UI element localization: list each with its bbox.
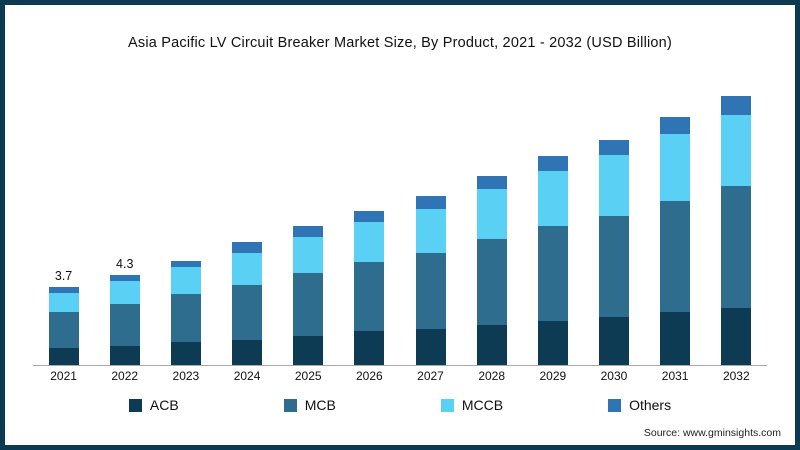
segment-mcb-2032 (721, 186, 752, 308)
segment-others-2022 (109, 275, 140, 281)
bar-2030 (586, 140, 642, 365)
segment-mcb-2028 (476, 239, 507, 325)
plot-area: 3.7 4.3 (33, 77, 767, 366)
segment-others-2028 (476, 176, 507, 189)
segment-acb-2032 (721, 308, 752, 365)
legend-label-mccb: MCCB (461, 397, 504, 413)
bar-2032 (708, 96, 764, 365)
segment-others-2030 (598, 140, 629, 155)
bar-2021: 3.7 (36, 269, 92, 365)
segment-acb-2027 (415, 329, 446, 365)
x-tick-2025: 2025 (294, 369, 322, 383)
segment-acb-2026 (354, 331, 385, 365)
x-tick-2027: 2027 (417, 369, 444, 383)
chart-title: Asia Pacific LV Circuit Breaker Market S… (128, 35, 672, 51)
x-tick-2029: 2029 (539, 369, 567, 383)
segment-mccb-2024 (232, 253, 263, 285)
legend-item-acb: ACB (128, 397, 179, 413)
segment-others-2021 (48, 287, 79, 293)
legend-item-others: Others (608, 397, 671, 413)
bar-2028 (464, 176, 520, 365)
segment-acb-2031 (660, 312, 691, 365)
segment-mcb-2022 (109, 304, 140, 346)
legend: ACB MCB MCCB Others (5, 397, 795, 413)
segment-mccb-2023 (170, 267, 201, 294)
segment-others-2024 (232, 242, 263, 253)
segment-others-2023 (170, 261, 201, 267)
segment-acb-2024 (232, 340, 263, 365)
segment-mccb-2022 (109, 281, 140, 304)
bar-2031 (647, 117, 703, 365)
segment-acb-2028 (476, 325, 507, 365)
data-label-2021: 3.7 (54, 269, 73, 283)
segment-acb-2022 (109, 346, 140, 365)
bar-2027 (403, 196, 459, 365)
x-tick-2022: 2022 (111, 369, 139, 383)
x-tick-2030: 2030 (600, 369, 628, 383)
segment-mcb-2027 (415, 253, 446, 329)
segment-mcb-2031 (660, 201, 691, 312)
segment-mcb-2025 (293, 273, 324, 336)
segment-acb-2030 (598, 317, 629, 365)
bar-2023 (158, 261, 214, 365)
segment-mccb-2026 (354, 222, 385, 262)
segment-mccb-2030 (598, 155, 629, 216)
source-text: Source: www.gminsights.com (643, 427, 781, 439)
segment-mcb-2029 (537, 226, 568, 321)
x-tick-2023: 2023 (172, 369, 200, 383)
x-tick-2032: 2032 (722, 369, 750, 383)
x-axis-labels: 2021 2022 2023 2024 2025 2026 2027 2028 2029 2030… (33, 369, 767, 383)
legend-label-others: Others (629, 397, 672, 413)
x-tick-2028: 2028 (478, 369, 506, 383)
x-tick-2031: 2031 (661, 369, 689, 383)
segment-mccb-2025 (293, 237, 324, 273)
bar-2025 (280, 226, 336, 365)
legend-swatch-others (608, 398, 622, 412)
bar-2024 (219, 242, 275, 365)
segment-others-2031 (660, 117, 691, 134)
segment-mccb-2029 (537, 171, 568, 226)
segment-mccb-2021 (48, 293, 79, 312)
segment-mcb-2023 (170, 294, 201, 342)
legend-swatch-mccb (440, 398, 454, 412)
segment-mcb-2030 (598, 216, 629, 317)
segment-acb-2029 (537, 321, 568, 365)
legend-item-mccb: MCCB (440, 397, 504, 413)
segment-mcb-2026 (354, 262, 385, 331)
segment-others-2025 (293, 226, 324, 237)
x-tick-2021: 2021 (50, 369, 77, 383)
segment-mccb-2032 (721, 115, 752, 186)
segment-acb-2021 (48, 348, 79, 365)
data-label-2022: 4.3 (116, 257, 134, 271)
bar-2029 (525, 156, 581, 365)
segment-mcb-2024 (232, 285, 263, 340)
segment-mccb-2028 (476, 189, 507, 239)
segment-mccb-2031 (660, 134, 691, 201)
legend-swatch-acb (128, 398, 142, 412)
segment-others-2029 (537, 156, 568, 171)
segment-mcb-2021 (48, 312, 79, 348)
x-tick-2024: 2024 (233, 369, 261, 383)
legend-swatch-mcb (283, 398, 297, 412)
segment-acb-2025 (293, 336, 324, 365)
legend-label-mcb: MCB (304, 397, 336, 413)
bar-2026 (341, 211, 397, 365)
segment-others-2026 (354, 211, 385, 222)
bar-2022: 4.3 (97, 257, 153, 365)
segment-acb-2023 (170, 342, 201, 365)
segment-others-2032 (721, 96, 752, 115)
x-tick-2026: 2026 (356, 369, 383, 383)
segment-mccb-2027 (415, 209, 446, 253)
legend-label-acb: ACB (149, 397, 179, 413)
segment-others-2027 (415, 196, 446, 209)
legend-item-mcb: MCB (283, 397, 336, 413)
